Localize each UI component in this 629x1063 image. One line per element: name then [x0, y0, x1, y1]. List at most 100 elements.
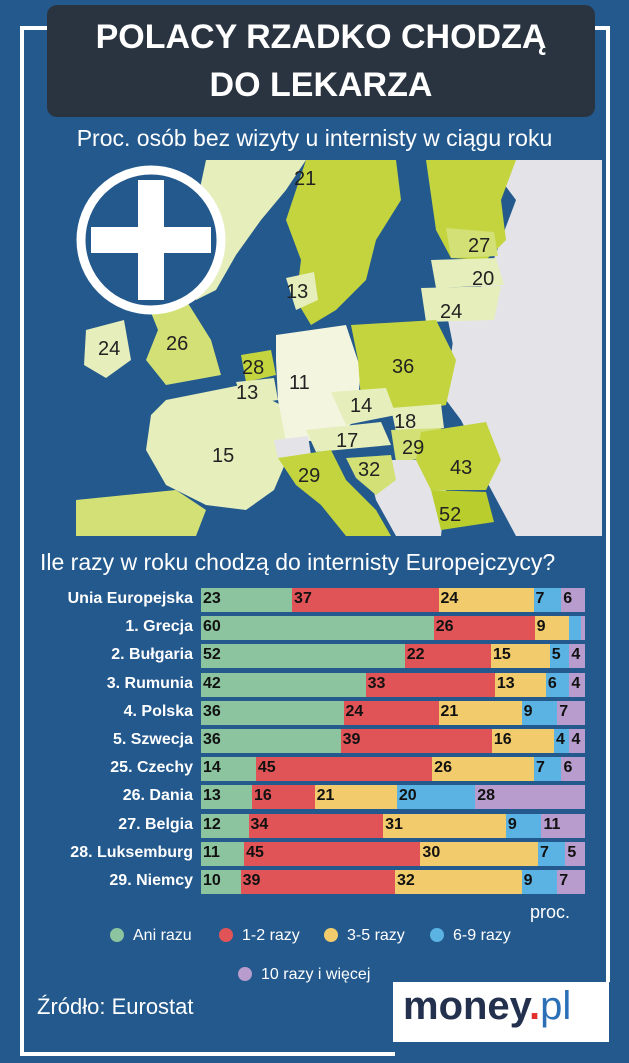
map-croatia [346, 455, 396, 495]
row-label: 29. Niemcy [109, 872, 193, 889]
bar-segment-1-2-razy: 45 [244, 842, 421, 866]
data-label: 60 [203, 618, 221, 635]
data-label: 9 [523, 872, 533, 889]
map-value-lithuania: 24 [440, 301, 462, 323]
map-value-slovakia: 18 [394, 411, 416, 433]
chart-title: Ile razy w roku chodzą do internisty Eur… [40, 549, 556, 575]
bar-segment-10-razy: 28 [475, 785, 585, 809]
bar-segment-10-razy: 7 [557, 701, 585, 725]
bar-row: 13 16 21 20 28 [201, 785, 585, 809]
legend-swatch-3-5-razy [324, 928, 338, 942]
bar-segment-ani-razu: 12 [201, 814, 249, 838]
money-pl-logo: money.pl [393, 982, 609, 1042]
map-value-latvia: 20 [472, 268, 494, 290]
data-label: 9 [536, 618, 546, 635]
bar-segment-6-9-razy: 9 [521, 701, 558, 725]
frame-bottom [20, 1052, 395, 1056]
bar-segment-10-razy: 6 [561, 588, 585, 612]
map-germany [276, 325, 361, 442]
map-value-bulgaria: 52 [439, 504, 461, 526]
map-value-poland: 36 [392, 356, 414, 378]
map-value-czechia: 14 [350, 395, 372, 417]
bar-row: 52 22 15 5 4 [201, 644, 585, 668]
map-value-austria: 17 [336, 430, 358, 452]
bar-segment-3-5-razy: 21 [438, 701, 522, 725]
legend-label-1-2-razy: 1-2 razy [242, 927, 300, 944]
legend-swatch-1-2-razy [219, 928, 233, 942]
data-label: 36 [203, 703, 221, 720]
data-label: 10 [203, 872, 221, 889]
bar-segment-6-9-razy: 5 [549, 644, 570, 668]
data-label: 4 [571, 731, 581, 748]
map-value-germany: 11 [289, 372, 310, 394]
bar-segment-1-2-razy: 33 [365, 673, 495, 697]
bar-segment-3-5-razy: 31 [383, 814, 506, 838]
map-italy [278, 450, 391, 536]
bar-row: 14 45 26 7 6 [201, 757, 585, 781]
bar-row: 42 33 13 6 4 [201, 673, 585, 697]
data-label: 26 [435, 618, 454, 635]
bar-segment-3-5-razy: 21 [314, 785, 397, 809]
data-label: 9 [507, 816, 517, 833]
bar-segment-1-2-razy: 34 [248, 814, 384, 838]
bar-row: 23 37 24 7 6 [201, 588, 585, 612]
map-value-iceland: 13 [286, 281, 308, 303]
logo-text: money.pl [403, 984, 571, 1029]
data-label: 5 [567, 844, 577, 861]
bar-segment-6-9-razy: 20 [396, 785, 476, 809]
bar-segment-6-9-razy: 9 [505, 814, 542, 838]
bar-segment-1-2-razy: 22 [404, 644, 491, 668]
row-label: 27. Belgia [118, 816, 193, 833]
bar-row: 60 26 9 [201, 616, 585, 640]
bar-segment-6-9-razy: 7 [534, 757, 562, 781]
legend-6-9-razy: 6-9 razy [430, 927, 511, 945]
data-label: 31 [385, 816, 403, 833]
bar-row: 36 39 16 4 4 [201, 729, 585, 753]
data-label: 22 [406, 646, 425, 663]
bar-segment-1-2-razy: 24 [343, 701, 439, 725]
map-value-uk: 26 [166, 333, 188, 355]
map-value-hungary: 29 [402, 437, 424, 459]
logo-suffix: pl [540, 984, 572, 1028]
bar-segment-10-razy [581, 616, 585, 640]
row-label: 4. Polska [123, 703, 193, 720]
row-label: 26. Dania [122, 787, 193, 804]
map-spain [76, 490, 206, 536]
data-label: 14 [203, 759, 221, 776]
data-label: 34 [250, 816, 269, 833]
bar-segment-3-5-razy: 13 [494, 673, 546, 697]
legend-label-3-5-razy: 3-5 razy [347, 927, 405, 944]
bar-segment-3-5-razy: 15 [490, 644, 550, 668]
data-label: 11 [543, 816, 561, 833]
data-label: 13 [496, 675, 515, 692]
bar-segment-10-razy: 4 [569, 729, 585, 753]
legend-label-ani-razu: Ani razu [133, 927, 192, 944]
unit-label: proc. [530, 902, 571, 922]
data-label: 21 [316, 787, 335, 804]
data-label: 39 [342, 731, 361, 748]
bar-row: 11 45 30 7 5 [201, 842, 585, 866]
map-value-romania: 43 [450, 457, 472, 479]
row-label: Unia Europejska [67, 590, 193, 607]
map-czechia [331, 388, 396, 425]
row-label: 28. Luksemburg [70, 844, 193, 861]
source-label: Źródło: Eurostat [37, 994, 194, 1019]
bar-segment-1-2-razy: 45 [255, 757, 433, 781]
bar-segment-ani-razu: 11 [201, 842, 245, 866]
map-switzerland [274, 436, 311, 458]
bar-segment-3-5-razy: 30 [420, 842, 538, 866]
frame-left [20, 26, 24, 1056]
bar-row: 10 39 32 9 7 [201, 870, 585, 894]
row-label: 1. Grecja [125, 618, 193, 635]
legend-swatch-10-razy [238, 967, 252, 981]
bar-segment-ani-razu: 42 [201, 673, 366, 697]
bar-segment-10-razy: 5 [565, 842, 585, 866]
bar-segment-6-9-razy [569, 616, 582, 640]
data-label: 11 [203, 844, 220, 861]
data-label: 13 [203, 787, 221, 804]
map-latvia [431, 258, 504, 288]
data-label: 45 [246, 844, 264, 861]
frame-right [606, 26, 610, 982]
bar-segment-1-2-razy: 39 [340, 729, 492, 753]
data-label: 7 [535, 590, 545, 607]
